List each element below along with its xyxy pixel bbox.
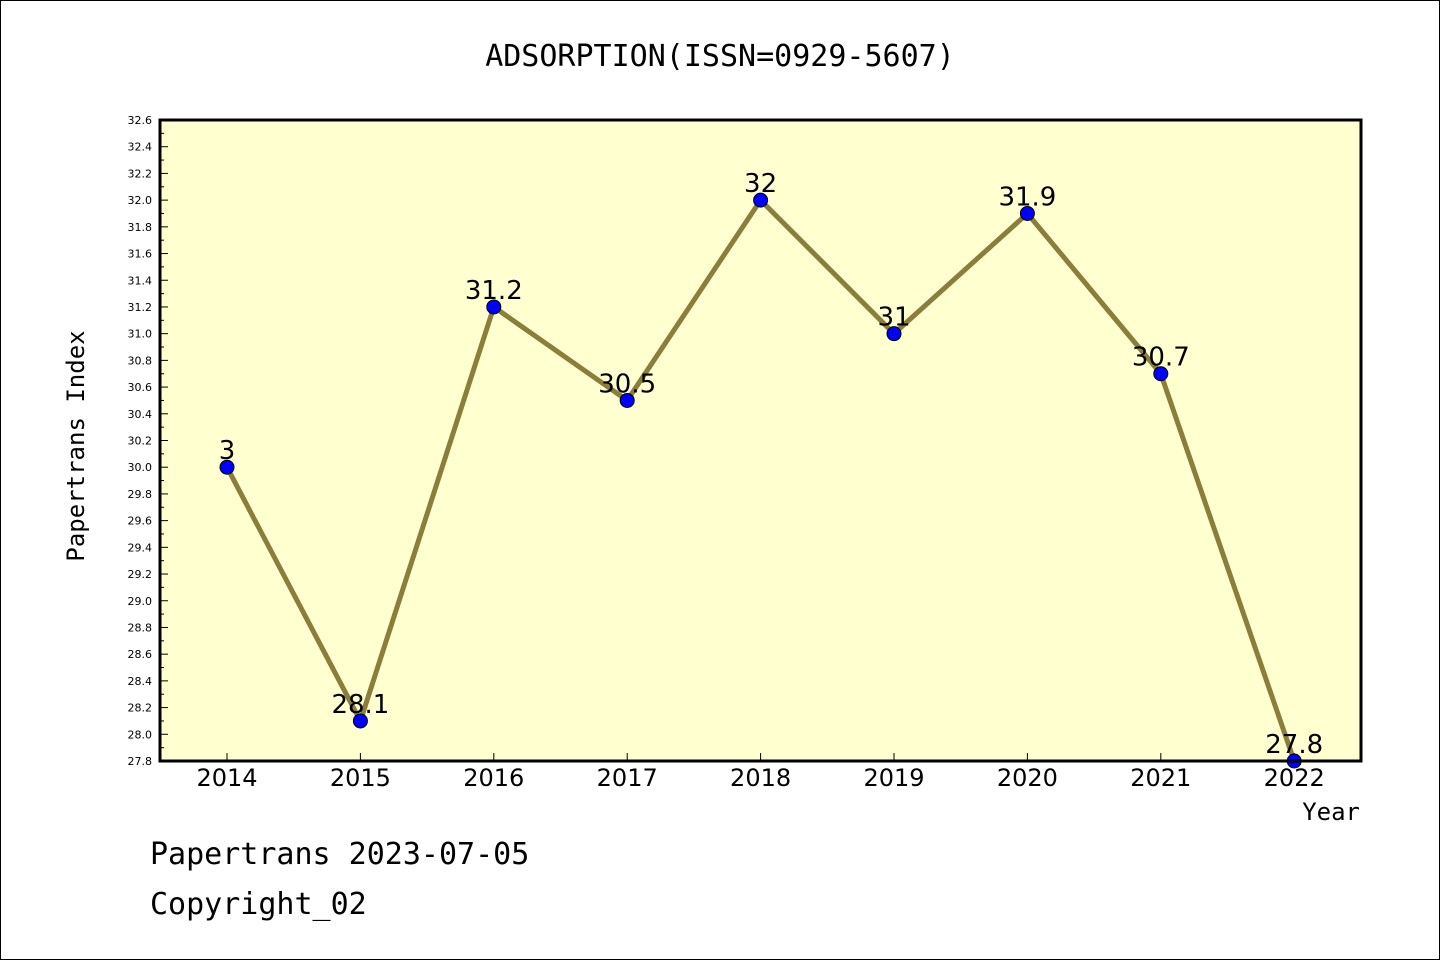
y-tick-label: 29.6 [128,515,153,528]
y-tick-label: 31.0 [128,328,153,341]
y-tick-label: 29.4 [128,541,153,554]
y-tick-label: 32.4 [128,141,153,154]
footer-copyright: Copyright_02 [150,887,367,922]
data-label: 3 [219,436,236,466]
y-tick-label: 30.2 [128,435,153,448]
x-tick-label: 2020 [997,764,1058,792]
data-point [753,192,769,208]
y-tick-label: 31.8 [128,221,153,234]
y-tick-label: 30.4 [128,408,153,421]
data-point [1019,205,1035,221]
y-tick-label: 28.4 [128,675,153,688]
x-tick-label: 2014 [196,764,257,792]
data-label: 31.2 [465,276,523,306]
x-axis-ticks: 2014 2015 2016 2017 2018 2019 2020 2021 2022 [196,753,1325,792]
y-tick-label: 30.8 [128,354,153,367]
data-point [886,326,902,342]
x-tick-label: 2015 [330,764,391,792]
y-tick-label: 27.8 [128,755,153,768]
x-tick-label: 2022 [1264,764,1325,792]
data-label: 32 [744,169,777,199]
data-point [219,459,235,475]
y-axis-ticks: 27.8 28.0 28.2 28.4 28.6 28.8 29.0 29.2 29.4 29.6… [128,114,168,768]
y-tick-label: 31.6 [128,248,153,261]
plot-border [158,118,1363,763]
y-axis-title: Papertrans Index [62,330,90,561]
plot-area [160,120,1361,761]
footer-date: Papertrans 2023-07-05 [150,837,529,872]
x-tick-label: 2017 [597,764,658,792]
data-label: 27.8 [1265,730,1323,760]
y-tick-label: 31.4 [128,274,153,287]
y-tick-label: 29.8 [128,488,153,501]
y-tick-label: 29.0 [128,595,153,608]
data-point [619,392,635,408]
data-point [1153,366,1169,382]
y-tick-label: 30.6 [128,381,153,394]
y-tick-label: 28.8 [128,621,153,634]
data-label: 30.5 [598,369,656,399]
y-tick-label: 32.0 [128,194,153,207]
chart-title: ADSORPTION(ISSN=0929-5607) [485,39,955,74]
data-label: 31.9 [998,182,1056,212]
data-label: 28.1 [331,690,389,720]
data-label: 31 [877,303,910,333]
data-point [486,299,502,315]
y-tick-label: 31.2 [128,301,153,314]
x-tick-label: 2016 [463,764,524,792]
y-tick-label: 30.0 [128,461,153,474]
y-tick-label: 32.2 [128,167,153,180]
data-label: 30.7 [1132,343,1190,373]
series-group [219,192,1302,769]
y-tick-label: 28.0 [128,728,153,741]
y-tick-label: 28.2 [128,702,153,715]
y-tick-label: 29.2 [128,568,153,581]
x-axis-title: Year [1302,798,1360,826]
data-point [352,713,368,729]
x-tick-label: 2019 [863,764,924,792]
y-tick-label: 32.6 [128,114,153,127]
y-tick-label: 28.6 [128,648,153,661]
data-labels-group: 3 28.1 31.2 30.5 32 31 31.9 30.7 27.8 [219,169,1323,760]
x-tick-label: 2021 [1130,764,1191,792]
x-tick-label: 2018 [730,764,791,792]
